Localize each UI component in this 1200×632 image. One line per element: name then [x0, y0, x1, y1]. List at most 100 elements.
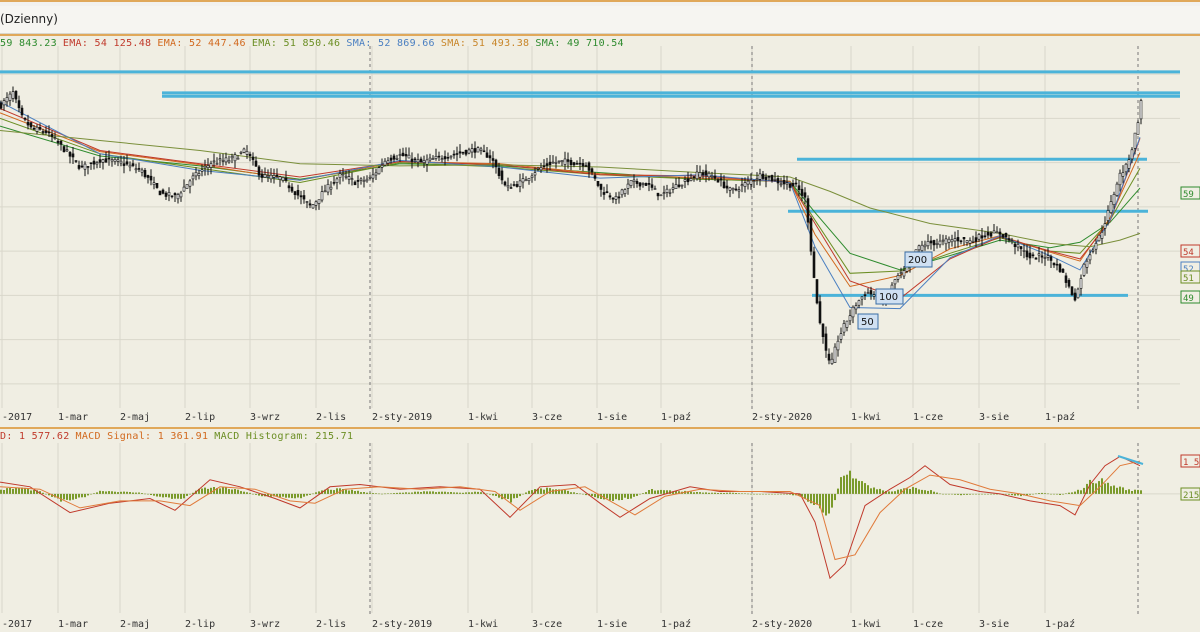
macd-histogram-bar: [1008, 493, 1010, 495]
price-x-tick-label: 2-lis: [316, 412, 346, 423]
candle-body: [254, 160, 258, 167]
candle-body: [998, 231, 1002, 235]
candle-body: [1055, 263, 1059, 266]
candle-body: [719, 178, 723, 181]
candle-body: [62, 146, 66, 153]
candle-body: [1070, 286, 1074, 296]
macd-histogram-bar: [546, 487, 548, 494]
candle-body: [566, 159, 570, 162]
macd-histogram-bar: [843, 475, 845, 494]
macd-histogram-bar: [1125, 490, 1127, 494]
macd-histogram-bar: [849, 470, 851, 494]
macd-x-tick-label: 1-paź: [1045, 618, 1075, 630]
candle-body: [329, 186, 333, 190]
macd-histogram-bar: [1032, 493, 1034, 495]
macd-histogram-bar: [381, 493, 383, 495]
macd-histogram-bar: [27, 488, 29, 494]
macd-x-tick-label: -2017: [2, 619, 32, 630]
candle-body: [539, 167, 543, 171]
macd-histogram-bar: [1104, 483, 1106, 494]
macd-chart-svg[interactable]: 1 5 215 -2017 1-mar 2-maj 2-lip 3-wrz 2-lis 2-st…: [0, 429, 1200, 632]
price-axis-value: 51: [1183, 274, 1194, 284]
macd-histogram-bar: [972, 493, 974, 495]
candle-body: [947, 238, 951, 243]
macd-histogram-bar: [69, 493, 71, 501]
macd-histogram-bar: [726, 492, 728, 494]
candle-body: [305, 201, 309, 203]
candle-body: [791, 183, 795, 187]
price-x-tick-label: 3-wrz: [250, 412, 280, 423]
candle-body: [284, 177, 288, 181]
candle-body: [650, 184, 654, 188]
candle-body: [368, 176, 372, 179]
candle-body: [758, 173, 762, 180]
macd-histogram-bar: [894, 491, 896, 494]
candle-body: [77, 165, 81, 169]
price-chart-pane[interactable]: 50 100 200 59 54 52 51 49 -2017 1-mar 2-maj 2-lip 3-…: [0, 34, 1200, 425]
macd-histogram-bar: [1011, 493, 1013, 496]
macd-histogram-bar: [468, 492, 470, 494]
candle-body: [95, 162, 99, 165]
macd-histogram-bar: [996, 493, 998, 495]
macd-histogram-bar: [465, 492, 467, 494]
candle-body: [98, 159, 102, 163]
macd-histogram-bar: [801, 493, 803, 497]
candle-body: [827, 353, 831, 361]
candle-body: [311, 204, 315, 209]
candle-body: [641, 183, 645, 185]
price-x-tick-label: 2-sty-2019: [372, 412, 432, 423]
macd-histogram-bar: [474, 491, 476, 494]
macd-histogram-bar: [1095, 483, 1097, 494]
ma-period-annotation-label: 100: [879, 292, 898, 303]
macd-histogram-bar: [693, 492, 695, 494]
macd-histogram-bar: [729, 492, 731, 494]
candle-body: [1094, 243, 1098, 250]
candle-body: [671, 187, 675, 190]
candle-body: [104, 158, 108, 163]
candle-body: [830, 358, 834, 365]
macd-histogram-bar: [711, 492, 713, 494]
candle-body: [503, 181, 507, 186]
macd-histogram-bar: [1056, 493, 1058, 495]
macd-histogram-bar: [156, 493, 158, 497]
macd-histogram-bar: [420, 492, 422, 494]
macd-histogram-bar: [186, 493, 188, 496]
macd-histogram-bar: [858, 480, 860, 494]
macd-histogram-bar: [81, 493, 83, 498]
macd-histogram-bar: [102, 491, 104, 494]
candle-body: [1082, 263, 1086, 276]
macd-histogram-bar: [255, 493, 257, 495]
macd-histogram-bar: [45, 493, 47, 495]
macd-histogram-bar: [777, 493, 779, 495]
macd-histogram-bar: [165, 493, 167, 498]
macd-histogram-bar: [1074, 491, 1076, 494]
macd-histogram-bar: [276, 493, 278, 497]
macd-histogram-bar: [123, 491, 125, 494]
macd-histogram-bar: [447, 492, 449, 494]
candle-body: [794, 182, 798, 185]
candle-body: [482, 150, 486, 153]
macd-histogram-bar: [1092, 482, 1094, 494]
candle-body: [809, 218, 813, 252]
macd-histogram-bar: [414, 491, 416, 494]
titlebar-accent-strip: [0, 0, 1200, 6]
candle-body: [734, 188, 738, 191]
macd-histogram-bar: [129, 492, 131, 494]
candle-body: [437, 155, 441, 158]
macd-histogram-bar: [906, 488, 908, 494]
macd-histogram-bar: [840, 477, 842, 494]
candle-body: [818, 301, 822, 324]
macd-x-tick-label: 2-lip: [185, 619, 215, 630]
macd-histogram-bar: [306, 493, 308, 496]
macd-chart-pane[interactable]: 1 5 215 -2017 1-mar 2-maj 2-lip 3-wrz 2-lis 2-st…: [0, 427, 1200, 630]
macd-histogram-bar: [60, 493, 62, 502]
candle-body: [332, 182, 336, 184]
candle-body: [80, 165, 84, 168]
macd-histogram-bar: [582, 493, 584, 495]
macd-histogram-bar: [756, 493, 758, 495]
macd-histogram-bar: [1107, 482, 1109, 494]
macd-histogram-bar: [318, 491, 320, 494]
candle-body: [44, 130, 48, 133]
candle-body: [902, 270, 906, 277]
